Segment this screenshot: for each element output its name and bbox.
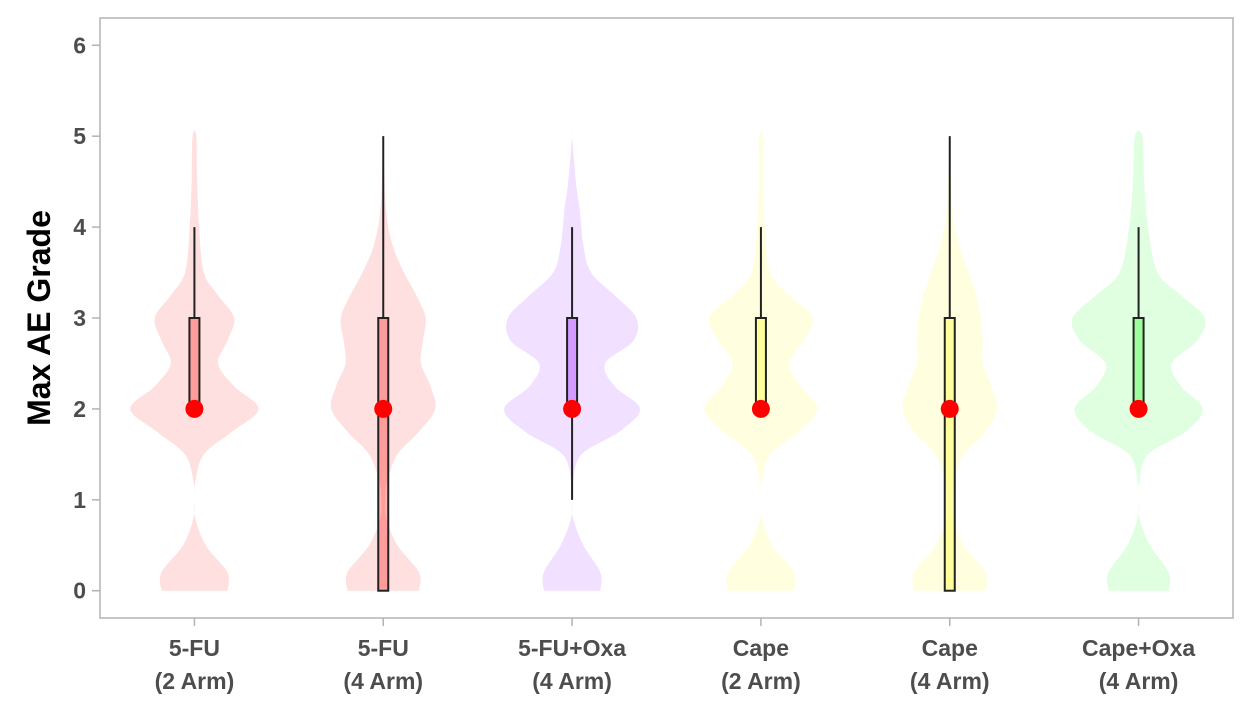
violin-5 — [902, 127, 998, 591]
x-tick-label-line2: (2 Arm) — [155, 668, 235, 694]
x-tick-label-line2: (4 Arm) — [910, 668, 990, 694]
median-point-4 — [751, 399, 770, 418]
median-point-6 — [1129, 399, 1148, 418]
violin-1 — [130, 130, 259, 591]
box-3 — [566, 317, 579, 410]
x-tick-label-line1: Cape+Oxa — [1082, 635, 1195, 661]
y-tick-label: 0 — [73, 578, 86, 604]
x-tick-label-line1: 5-FU — [169, 635, 220, 661]
median-point-3 — [563, 399, 582, 418]
y-tick-label: 2 — [73, 396, 86, 422]
x-tick-label-line1: Cape — [922, 635, 978, 661]
violin-2 — [330, 127, 436, 591]
y-tick-label: 4 — [73, 214, 86, 240]
box-5 — [943, 317, 956, 592]
median-markers-layer — [185, 399, 1148, 418]
median-point-5 — [940, 399, 959, 418]
violins-layer — [130, 127, 1206, 591]
x-tick-label-line1: Cape — [733, 635, 789, 661]
violin-6 — [1071, 130, 1206, 591]
y-tick-label: 5 — [73, 123, 86, 149]
y-tick-label: 1 — [73, 487, 86, 513]
x-axis: 5-FU (2 Arm) 5-FU (4 Arm) 5-FU+Oxa (4 Arm) Cap… — [155, 618, 1195, 694]
y-axis: 0 1 2 3 4 5 6 — [73, 32, 100, 604]
y-tick-label: 3 — [73, 305, 86, 331]
violin-4 — [704, 130, 818, 591]
x-tick-label-line2: (4 Arm) — [1099, 668, 1179, 694]
box-4 — [754, 317, 767, 410]
median-point-2 — [374, 399, 393, 418]
plot-panel-border — [99, 17, 1234, 619]
median-point-1 — [185, 399, 204, 418]
x-tick-label-line2: (2 Arm) — [721, 668, 801, 694]
box-1 — [188, 317, 201, 410]
x-tick-label-line1: 5-FU+Oxa — [518, 635, 626, 661]
y-tick-label: 6 — [73, 32, 86, 58]
box-6 — [1132, 317, 1145, 410]
x-tick-label-line1: 5-FU — [358, 635, 409, 661]
violin-3 — [504, 130, 641, 591]
x-tick-label-line2: (4 Arm) — [532, 668, 612, 694]
boxplots-layer — [188, 136, 1145, 592]
y-axis-title: Max AE Grade — [21, 210, 57, 426]
x-tick-label-line2: (4 Arm) — [343, 668, 423, 694]
box-2 — [377, 317, 390, 592]
